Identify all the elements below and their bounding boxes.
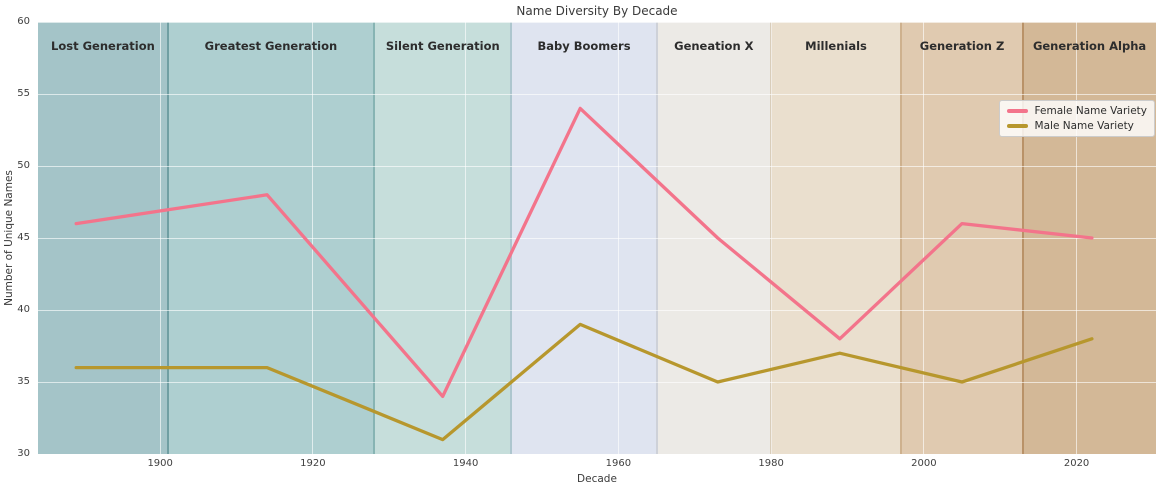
x-tick-label: 1940	[452, 458, 479, 469]
generation-label: Millenials	[805, 39, 867, 53]
y-tick-label: 35	[17, 376, 30, 387]
x-tick-label: 2020	[1063, 458, 1090, 469]
vertical-gridline	[770, 22, 772, 454]
horizontal-gridline	[38, 237, 1156, 239]
generation-label: Generation Z	[919, 39, 1005, 53]
vertical-gridline	[159, 22, 161, 454]
x-tick-label: 1980	[758, 458, 784, 469]
generation-label: Silent Generation	[385, 39, 500, 53]
legend-label: Female Name Variety	[1034, 105, 1147, 117]
generation-label: Geneation X	[674, 39, 754, 53]
vertical-gridline	[617, 22, 619, 454]
legend: Female Name Variety Male Name Variety	[998, 100, 1155, 137]
vertical-gridline	[312, 22, 314, 454]
y-tick-label: 45	[17, 232, 30, 243]
y-tick-label: 55	[17, 88, 30, 99]
x-tick-label: 2000	[911, 458, 937, 469]
horizontal-gridline	[38, 309, 1156, 311]
y-tick-label: 30	[17, 448, 30, 459]
generation-label: Generation Alpha	[1032, 39, 1147, 53]
series-line-female-name-variety	[74, 106, 1094, 399]
vertical-gridline	[465, 22, 467, 454]
y-tick-label: 40	[17, 304, 30, 315]
horizontal-gridline	[38, 93, 1156, 95]
vertical-gridline	[923, 22, 925, 454]
horizontal-gridline	[38, 381, 1156, 383]
generation-label: Lost Generation	[51, 39, 155, 53]
legend-swatch	[1006, 109, 1028, 113]
generation-label: Greatest Generation	[204, 39, 338, 53]
y-tick-label: 60	[17, 16, 30, 27]
legend-entry: Female Name Variety	[1006, 105, 1147, 117]
series-layer	[74, 106, 1094, 442]
series-line-male-name-variety	[74, 322, 1094, 442]
x-tick-label: 1920	[300, 458, 326, 469]
x-axis-label: Decade	[577, 473, 617, 485]
plot-area: Lost Generation Greatest Generation Silent…	[38, 22, 1156, 454]
legend-swatch	[1006, 124, 1028, 128]
x-tick-label: 1900	[147, 458, 173, 469]
horizontal-gridline	[38, 453, 1156, 454]
legend-label: Male Name Variety	[1034, 120, 1134, 132]
legend-entry: Male Name Variety	[1006, 120, 1147, 132]
x-tick-label: 1960	[605, 458, 632, 469]
horizontal-gridline	[38, 165, 1156, 167]
chart-title: Name Diversity By Decade	[516, 4, 678, 18]
horizontal-gridline	[38, 22, 1156, 23]
vertical-gridline	[1076, 22, 1078, 454]
generation-label: Baby Boomers	[537, 39, 631, 53]
y-tick-label: 50	[17, 160, 30, 171]
